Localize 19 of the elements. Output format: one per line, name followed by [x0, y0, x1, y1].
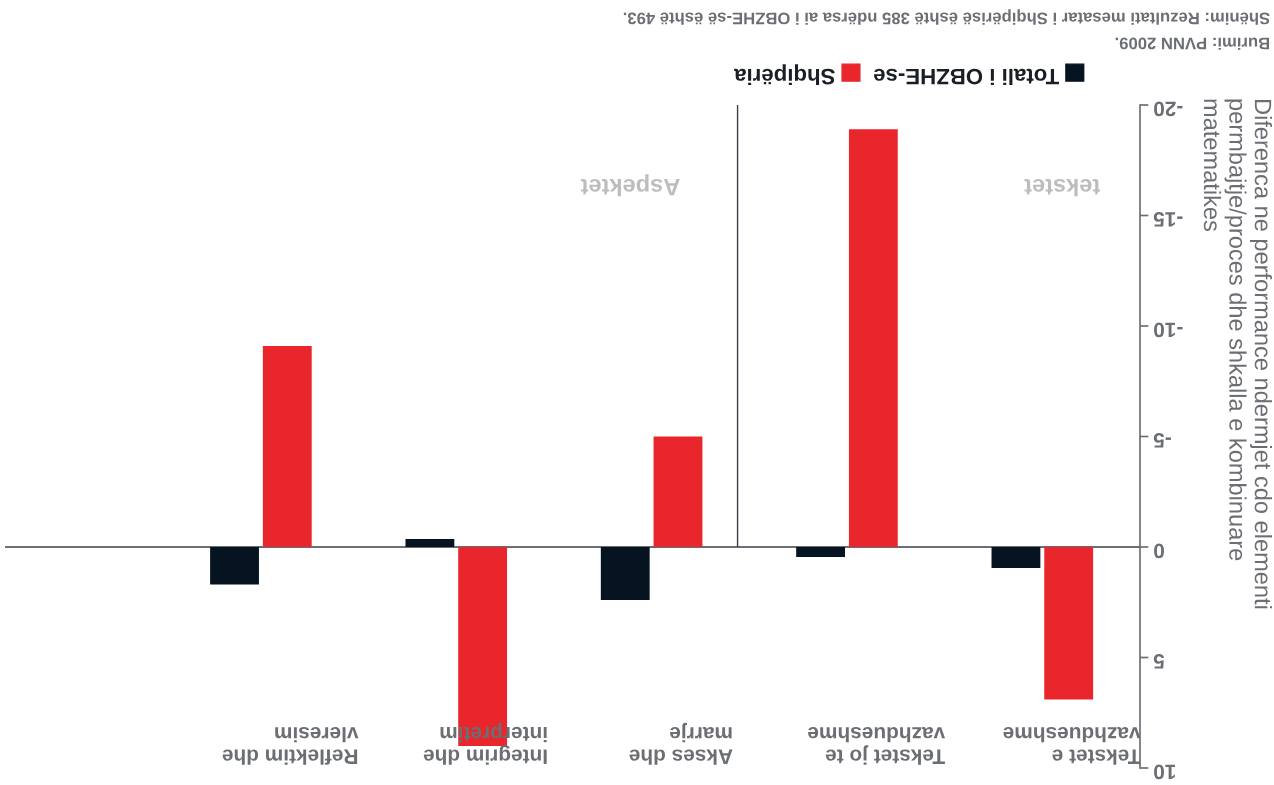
legend-label: Totali i OBZHE-se [873, 68, 1059, 85]
legend-label: Shqipëria [734, 64, 835, 85]
annotation: tekstet [1024, 178, 1100, 197]
text: Shënim: Rezultati mesatar i Shqipërisë është 385 ndërsa ai i OBZHE-së është 493. [623, 9, 1270, 25]
y-axis-title: Diferenca ne performance ndermjet cdo elementi permbajtje/proces dhe shkalla e kombinuare matematikes [1203, 99, 1272, 609]
x-tick-label: Tekstet jo te vazhdueshme [808, 726, 946, 765]
x-tick-label: Tekstet e vazhdueshme [1003, 726, 1141, 765]
y-tick-label: -10 [1154, 322, 1183, 338]
y-tick-label: 10 [1154, 764, 1176, 780]
x-tick-label: Akses dhe marrje [629, 722, 733, 765]
text: Burimi: PVNN 2009. [1115, 37, 1270, 50]
y-tick-label: 0 [1154, 543, 1164, 559]
y-tick-label: -15 [1153, 212, 1183, 227]
y-tick-label: -5 [1153, 433, 1171, 448]
y-tick-label: -20 [1154, 101, 1183, 117]
y-tick-label: 5 [1153, 654, 1165, 669]
annotation: Aspektet [580, 174, 680, 197]
x-tick-label: Integrim dhe interpretim [423, 722, 547, 765]
x-tick-label: Reflektim dhe vleresim [222, 726, 359, 765]
